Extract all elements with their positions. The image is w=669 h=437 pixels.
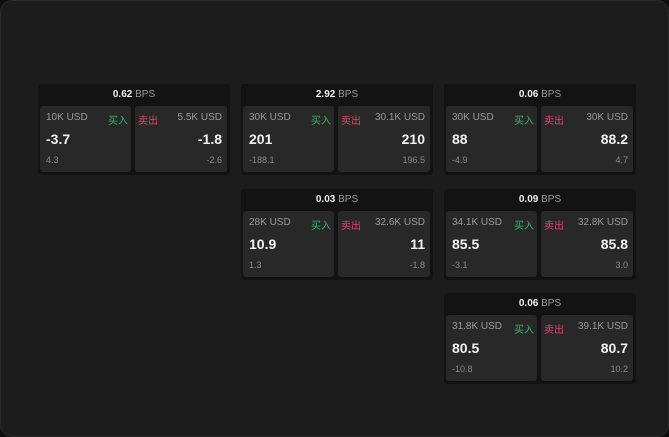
buy-change: -188.1 [249,155,275,165]
buy-amount: 30K USD [452,112,494,123]
buy-change: -10.8 [452,364,473,374]
sell-quote[interactable]: 5.5K USD 卖出 -1.8 -2.6 [135,106,227,172]
spread-unit: BPS [135,89,156,100]
sell-button[interactable]: 卖出 [544,221,564,232]
quote-panel: 2.92 BPS 30K USD 买入 201 -188.1 30.1K USD… [241,84,433,175]
buy-price: 85.5 [452,236,480,252]
buy-change: 4.3 [46,155,59,165]
sell-amount: 30K USD [586,112,628,123]
sell-button[interactable]: 卖出 [341,116,361,127]
spread-value: 0.03 [315,194,336,205]
buy-change: -3.1 [452,260,468,270]
sell-amount: 39.1K USD [577,321,628,332]
buy-quote[interactable]: 34.1K USD 买入 85.5 -3.1 [446,211,537,277]
buy-amount: 34.1K USD [452,217,503,228]
sell-change: 4.7 [615,155,628,165]
quote-panel: 0.06 BPS 30K USD 买入 88 -4.9 30K USD 卖出 8… [444,84,636,175]
buy-price: 80.5 [452,340,480,356]
sell-change: 10.2 [610,364,628,374]
buy-quote[interactable]: 30K USD 买入 201 -188.1 [243,106,334,172]
sell-amount: 30.1K USD [374,112,425,123]
spread-value: 0.62 [112,89,133,100]
spread-value: 0.09 [518,194,539,205]
buy-button[interactable]: 买入 [514,116,534,127]
buy-quote[interactable]: 10K USD 买入 -3.7 4.3 [40,106,131,172]
spread-header: 0.09 BPS [444,189,636,210]
buy-button[interactable]: 买入 [311,116,331,127]
sell-amount: 5.5K USD [177,112,222,123]
sell-quote[interactable]: 30.1K USD 卖出 210 196.5 [338,106,430,172]
sell-quote[interactable]: 32.6K USD 卖出 11 -1.8 [338,211,430,277]
spread-header: 0.06 BPS [444,84,636,105]
sell-amount: 32.8K USD [577,217,628,228]
buy-change: -4.9 [452,155,468,165]
quote-panel: 0.06 BPS 31.8K USD 买入 80.5 -10.8 39.1K U… [444,293,636,384]
sell-change: 3.0 [615,260,628,270]
buy-button[interactable]: 买入 [514,221,534,232]
buy-quote[interactable]: 28K USD 买入 10.9 1.3 [243,211,334,277]
spread-value: 0.06 [518,89,539,100]
spread-header: 2.92 BPS [241,84,433,105]
sell-change: -1.8 [409,260,425,270]
sell-price: -1.8 [197,131,222,147]
buy-price: 10.9 [249,236,277,252]
buy-amount: 10K USD [46,112,88,123]
spread-header: 0.03 BPS [241,189,433,210]
sell-price: 210 [401,131,425,147]
buy-price: 88 [452,131,468,147]
sell-price: 80.7 [600,340,628,356]
spread-unit: BPS [541,194,562,205]
sell-button[interactable]: 卖出 [544,325,564,336]
spread-unit: BPS [541,89,562,100]
quote-panel: 0.09 BPS 34.1K USD 买入 85.5 -3.1 32.8K US… [444,189,636,280]
buy-change: 1.3 [249,260,262,270]
sell-amount: 32.6K USD [374,217,425,228]
spread-unit: BPS [338,194,359,205]
sell-quote[interactable]: 32.8K USD 卖出 85.8 3.0 [541,211,633,277]
sell-price: 11 [410,236,425,252]
sell-price: 85.8 [600,236,628,252]
buy-amount: 30K USD [249,112,291,123]
sell-quote[interactable]: 30K USD 卖出 88.2 4.7 [541,106,633,172]
sell-change: 196.5 [402,155,425,165]
sell-quote[interactable]: 39.1K USD 卖出 80.7 10.2 [541,315,633,381]
buy-price: 201 [249,131,273,147]
quote-panel: 0.62 BPS 10K USD 买入 -3.7 4.3 5.5K USD 卖出… [38,84,230,175]
buy-button[interactable]: 买入 [108,116,128,127]
buy-quote[interactable]: 31.8K USD 买入 80.5 -10.8 [446,315,537,381]
quote-panel: 0.03 BPS 28K USD 买入 10.9 1.3 32.6K USD 卖… [241,189,433,280]
sell-button[interactable]: 卖出 [341,221,361,232]
buy-amount: 28K USD [249,217,291,228]
buy-amount: 31.8K USD [452,321,503,332]
spread-header: 0.06 BPS [444,293,636,314]
sell-button[interactable]: 卖出 [544,116,564,127]
spread-value: 0.06 [518,298,539,309]
sell-change: -2.6 [206,155,222,165]
spread-unit: BPS [338,89,359,100]
sell-button[interactable]: 卖出 [138,116,158,127]
sell-price: 88.2 [600,131,628,147]
buy-button[interactable]: 买入 [514,325,534,336]
buy-price: -3.7 [46,131,71,147]
spread-value: 2.92 [315,89,336,100]
buy-quote[interactable]: 30K USD 买入 88 -4.9 [446,106,537,172]
spread-unit: BPS [541,298,562,309]
spread-header: 0.62 BPS [38,84,230,105]
buy-button[interactable]: 买入 [311,221,331,232]
